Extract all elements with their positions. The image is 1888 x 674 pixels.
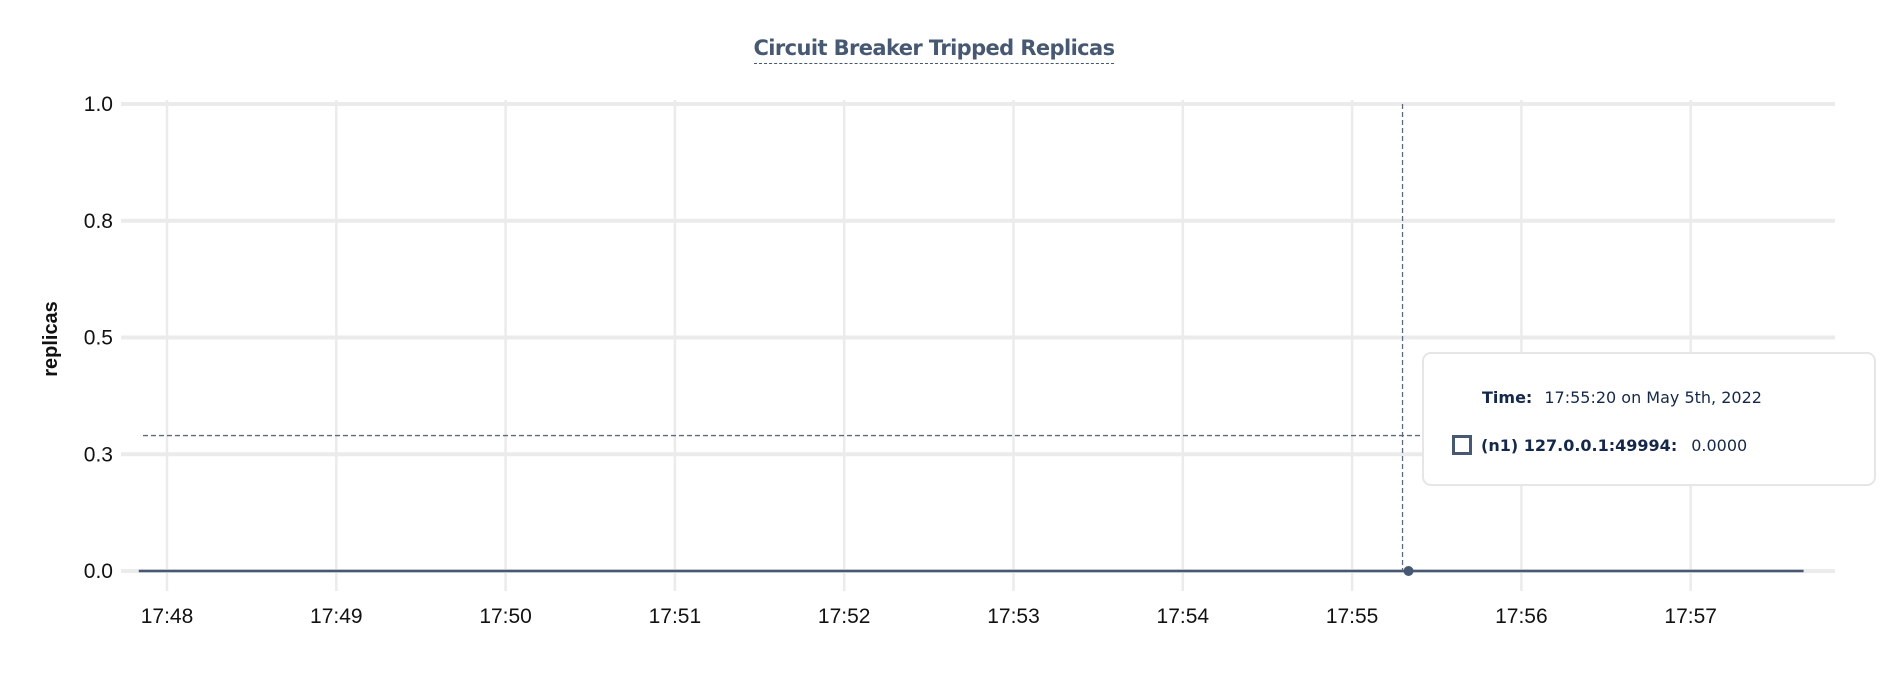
series-swatch-icon <box>1452 435 1472 455</box>
x-tick-label: 17:49 <box>310 605 363 628</box>
chart-title: Circuit Breaker Tripped Replicas <box>0 36 1868 64</box>
y-axis-label: replicas <box>40 301 62 377</box>
x-tick-label: 17:51 <box>649 605 702 628</box>
tooltip-time: Time: 17:55:20 on May 5th, 2022 <box>1482 388 1762 407</box>
tooltip-time-value: 17:55:20 on May 5th, 2022 <box>1544 388 1762 407</box>
y-tick-label: 0.5 <box>84 327 113 350</box>
tooltip-series-row: (n1) 127.0.0.1:49994: 0.0000 <box>1452 435 1747 455</box>
chart-title-text: Circuit Breaker Tripped Replicas <box>753 36 1115 64</box>
y-tick-label: 1.0 <box>84 93 113 116</box>
x-tick-label: 17:48 <box>141 605 194 628</box>
x-tick-label: 17:55 <box>1326 605 1379 628</box>
tooltip-series-value: 0.0000 <box>1691 435 1748 455</box>
tooltip-time-label: Time: <box>1482 388 1533 407</box>
x-tick-label: 17:52 <box>818 605 871 628</box>
x-tick-label: 17:53 <box>987 605 1040 628</box>
x-tick-label: 17:56 <box>1495 605 1548 628</box>
x-tick-label: 17:50 <box>479 605 532 628</box>
tooltip: Time: 17:55:20 on May 5th, 2022 (n1) 127.… <box>1422 352 1876 486</box>
x-tick-label: 17:54 <box>1157 605 1210 628</box>
y-tick-label: 0.8 <box>84 210 113 233</box>
y-tick-label: 0.3 <box>84 443 113 466</box>
x-tick-label: 17:57 <box>1664 605 1717 628</box>
tooltip-series-label: (n1) 127.0.0.1:49994: <box>1481 435 1678 455</box>
y-tick-label: 0.0 <box>84 560 113 583</box>
hover-point <box>1403 566 1414 576</box>
